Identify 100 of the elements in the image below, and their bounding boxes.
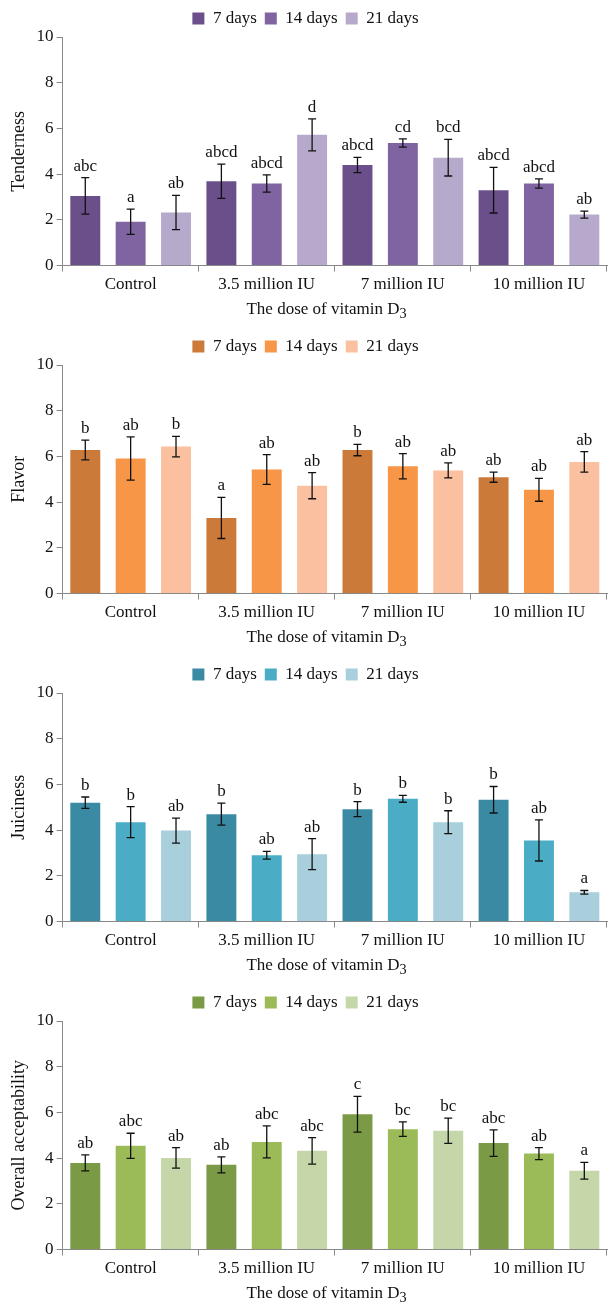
y-tick-label: 0 — [45, 255, 54, 275]
data-label: b — [353, 779, 362, 799]
data-label: bc — [394, 1099, 412, 1119]
y-tick-label: 8 — [45, 728, 54, 748]
y-tick-label: 6 — [45, 117, 54, 137]
bar — [161, 1157, 191, 1250]
x-tick-label: 3.5 million IU — [218, 274, 316, 294]
bar — [342, 809, 373, 922]
data-label: b — [489, 764, 498, 784]
bar — [115, 221, 146, 266]
legend-label: 14 days — [285, 663, 338, 683]
bar — [569, 461, 600, 594]
bar — [251, 183, 282, 266]
data-label: a — [580, 868, 589, 888]
bar — [433, 822, 464, 922]
data-label: b — [171, 414, 181, 434]
y-tick-label: 2 — [45, 865, 54, 885]
data-label: ab — [122, 414, 139, 434]
data-label: b — [81, 418, 90, 438]
x-axis-title: The dose of vitamin D$_{3}$ — [245, 298, 408, 324]
y-tick-label: 2 — [45, 209, 54, 229]
data-label: b — [398, 773, 408, 793]
data-label: b — [217, 781, 226, 801]
y-tick-label: 8 — [45, 72, 54, 92]
x-tick-label: 3.5 million IU — [218, 1258, 316, 1278]
data-label: ab — [530, 456, 547, 476]
data-label: ab — [167, 796, 185, 816]
data-label: b — [353, 422, 362, 442]
data-label: ab — [77, 1132, 94, 1152]
x-tick-label: Control — [104, 1258, 157, 1278]
y-axis-title: Tenderness — [7, 110, 28, 192]
x-tick-label: 7 million IU — [360, 274, 445, 294]
data-label: abc — [481, 1107, 506, 1127]
y-tick-label: 0 — [45, 911, 54, 931]
y-axis-title: Overall acceptability — [7, 1060, 28, 1211]
x-tick-label: Control — [104, 930, 157, 950]
legend-label: 7 days — [212, 991, 257, 1011]
y-tick-label: 8 — [45, 400, 54, 420]
data-label: d — [307, 96, 317, 116]
data-label: abcd — [477, 145, 511, 165]
data-label: bc — [440, 1096, 457, 1116]
x-tick-label: Control — [104, 274, 157, 294]
bar — [569, 892, 600, 922]
bar — [433, 157, 464, 266]
data-label: a — [217, 475, 226, 495]
data-label: abcd — [250, 152, 284, 172]
y-tick-label: 4 — [45, 491, 55, 511]
data-label: abc — [73, 155, 98, 175]
bar — [206, 1164, 237, 1250]
x-tick-label: 10 million IU — [492, 274, 586, 294]
legend-label: 7 days — [212, 663, 257, 683]
legend-label: 21 days — [366, 663, 419, 683]
legend-label: 21 days — [366, 991, 419, 1011]
bar — [433, 470, 464, 594]
data-label: b — [81, 774, 90, 794]
data-label: abcd — [522, 156, 556, 176]
bar — [523, 489, 554, 594]
y-tick-label: 0 — [45, 1239, 54, 1259]
legend-label: 7 days — [212, 335, 257, 355]
y-tick-label: 6 — [45, 1101, 54, 1121]
y-tick-label: 10 — [36, 26, 54, 46]
y-tick-label: 10 — [36, 354, 54, 374]
data-label: cd — [394, 116, 412, 136]
bar — [251, 1141, 282, 1250]
data-label: ab — [213, 1134, 230, 1154]
bar — [569, 214, 600, 266]
bar — [342, 165, 373, 266]
y-tick-label: 2 — [45, 537, 54, 557]
bar — [161, 212, 191, 266]
y-tick-label: 10 — [36, 682, 54, 702]
bar — [251, 469, 282, 594]
data-label: ab — [304, 450, 321, 470]
bar — [70, 195, 101, 266]
bar — [297, 134, 328, 266]
data-label: abc — [118, 1111, 143, 1131]
x-axis-title: The dose of vitamin D$_{3}$ — [245, 954, 408, 980]
bar — [387, 466, 418, 594]
x-tick-label: 7 million IU — [360, 602, 445, 622]
bar — [342, 1114, 373, 1250]
data-label: b — [126, 784, 135, 804]
legend-label: 21 days — [366, 7, 419, 27]
data-label: b — [443, 788, 453, 808]
bar — [70, 1162, 101, 1250]
bar — [478, 190, 509, 266]
x-tick-label: 10 million IU — [492, 1258, 586, 1278]
x-tick-label: 10 million IU — [492, 930, 586, 950]
bar — [115, 1145, 146, 1250]
data-label: a — [580, 1140, 589, 1160]
x-tick-label: 10 million IU — [492, 602, 586, 622]
y-tick-label: 4 — [45, 163, 55, 183]
bar — [387, 1129, 418, 1250]
bar — [433, 1130, 464, 1250]
y-tick-label: 6 — [45, 445, 54, 465]
y-axis-title: Juiciness — [7, 774, 28, 840]
y-tick-label: 0 — [45, 583, 54, 603]
y-tick-label: 8 — [45, 1056, 54, 1076]
y-tick-label: 2 — [45, 1193, 54, 1213]
bar — [478, 799, 509, 922]
data-label: ab — [440, 440, 457, 460]
bar — [297, 485, 328, 594]
